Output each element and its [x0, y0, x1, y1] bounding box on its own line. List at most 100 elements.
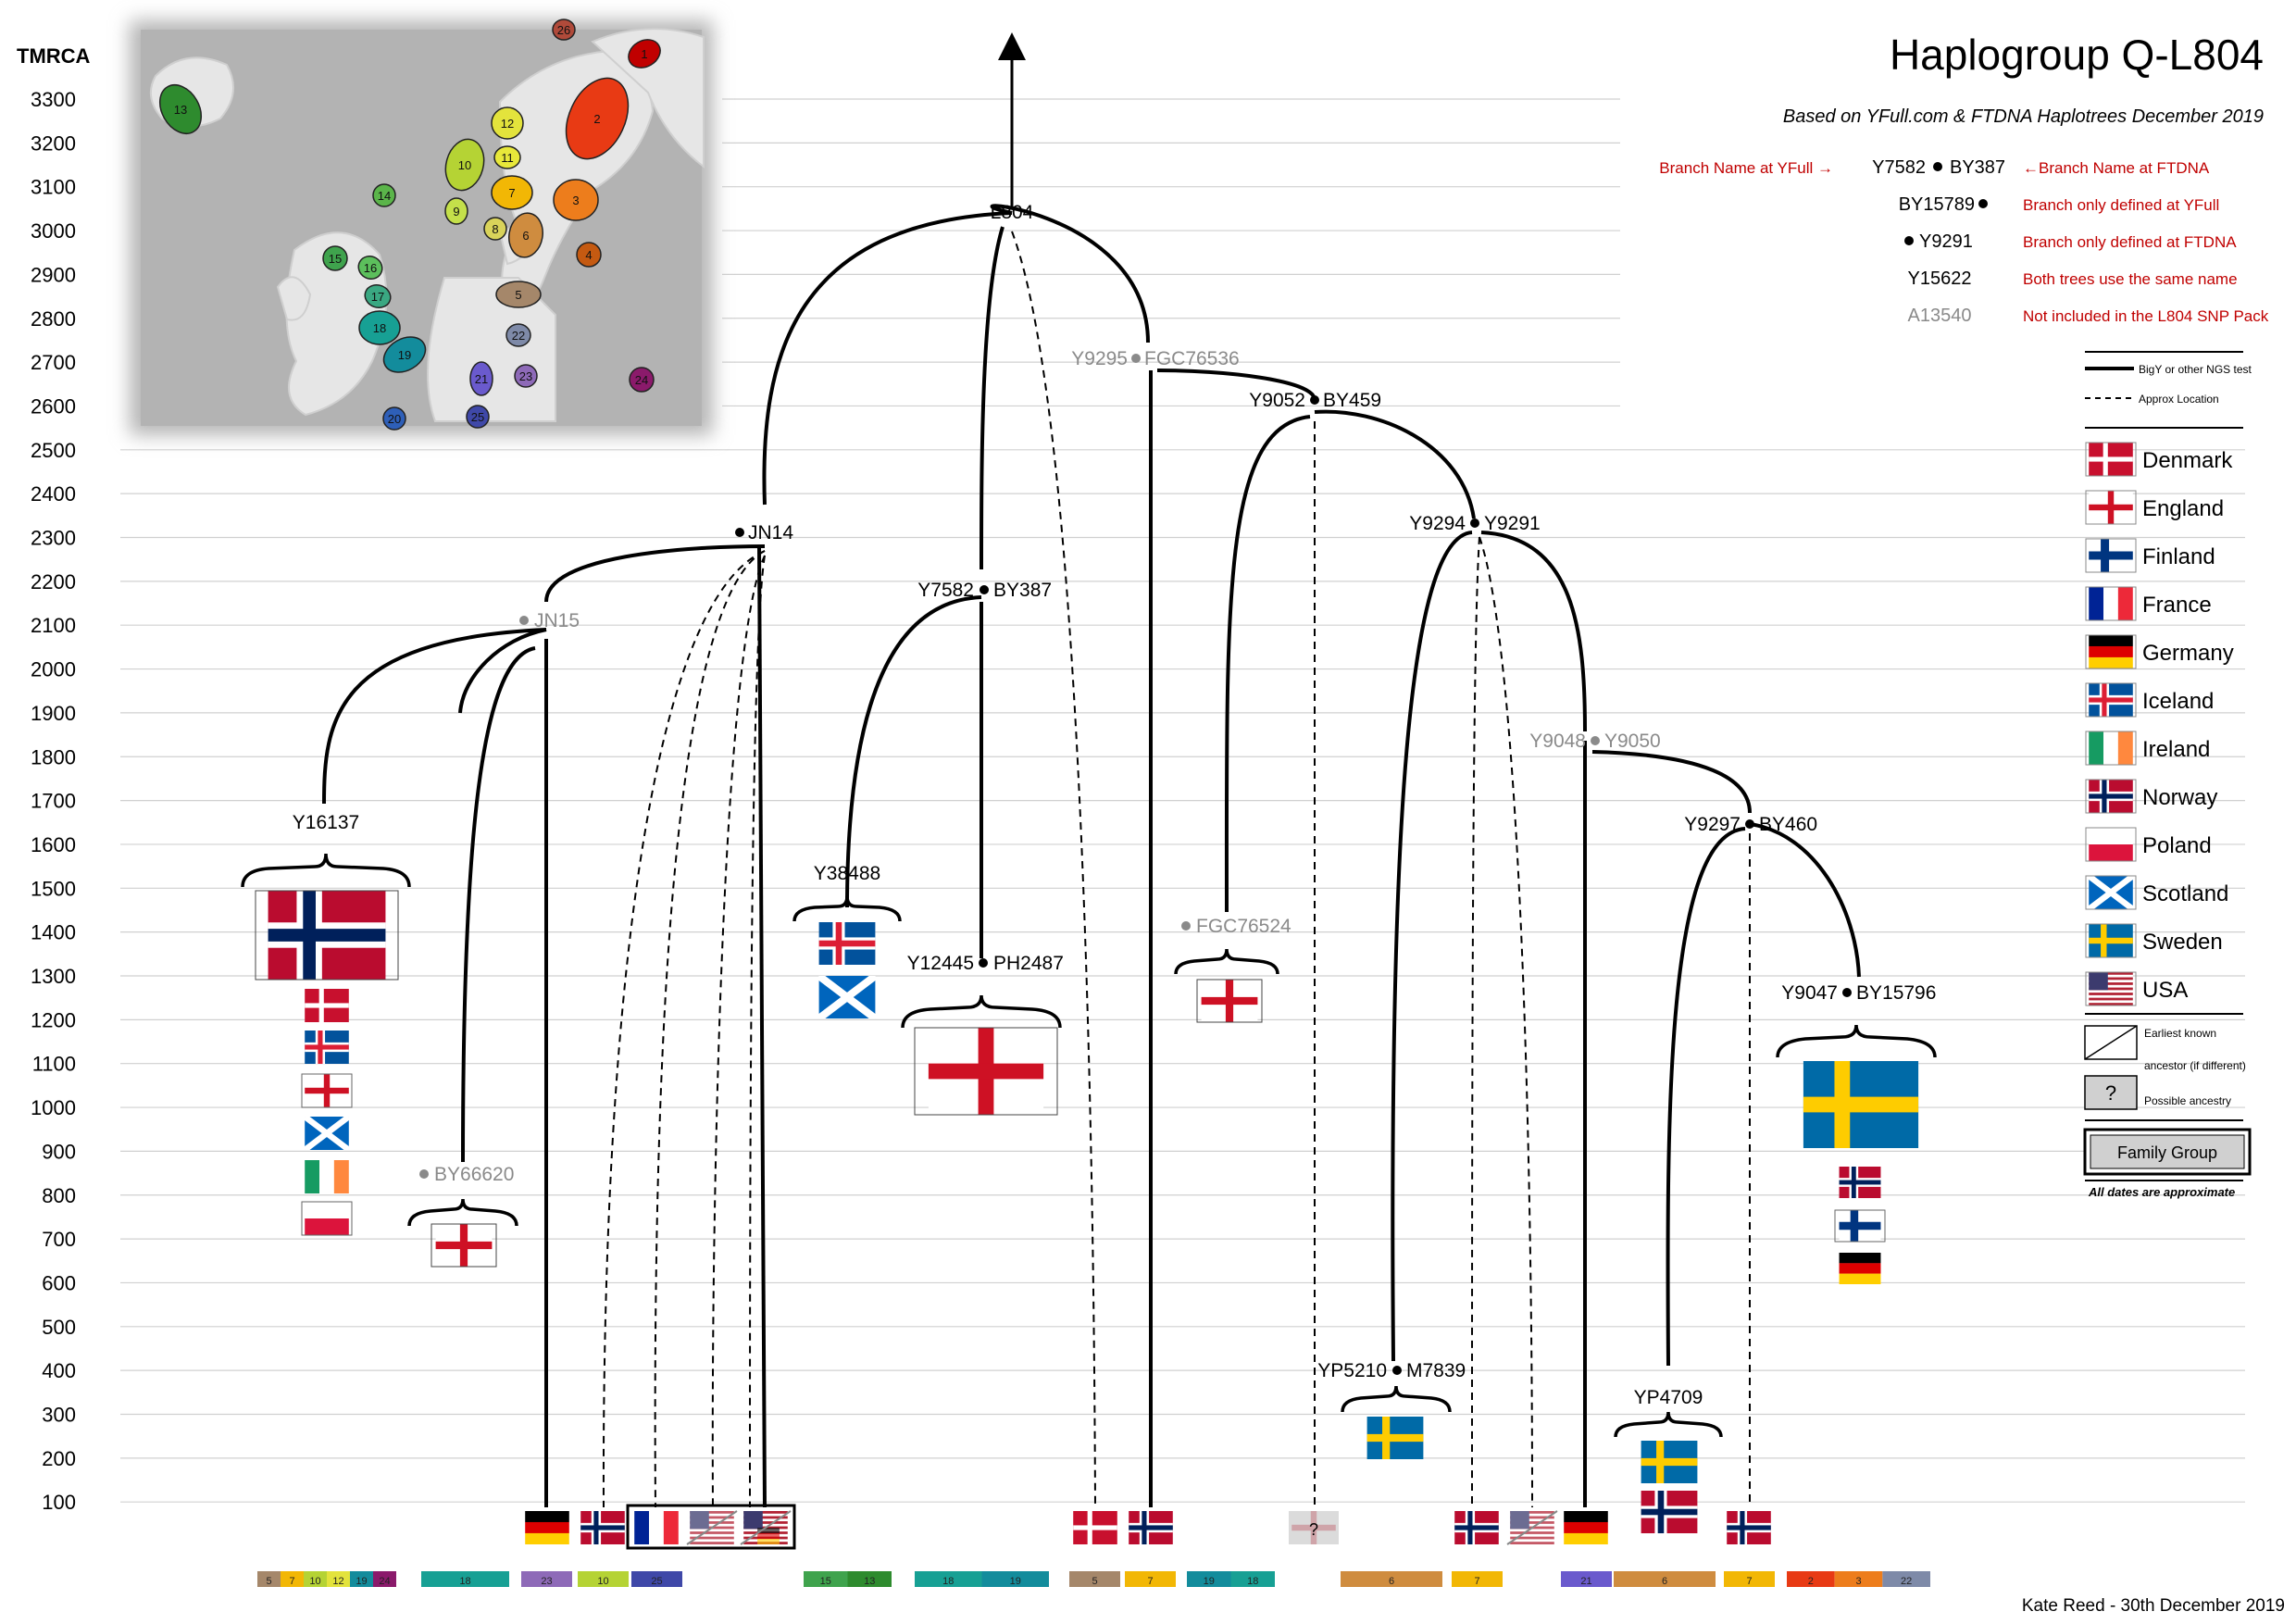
tmrca-tick-label: 100 [42, 1491, 76, 1514]
key-both-right: BY387 [1950, 157, 2005, 178]
flag-sweden-yp4709 [1641, 1441, 1698, 1483]
region-bar-label: 12 [332, 1576, 343, 1587]
map-region-11: 11 [493, 145, 521, 169]
region-bar-segment: 13 [847, 1571, 892, 1587]
key-dot [1978, 199, 1988, 208]
tmrca-tick-label: 2800 [31, 307, 76, 331]
possible-mark: ? [2105, 1081, 2116, 1105]
map-region-14: 14 [372, 183, 396, 207]
family-group-box [626, 1504, 796, 1550]
flag-england [305, 1074, 349, 1107]
tmrca-tick-label: 1000 [31, 1096, 76, 1119]
flag-germany [1564, 1511, 1608, 1544]
region-bar-segment: 18 [915, 1571, 982, 1587]
solid-line-desc: BigY or other NGS test [2139, 363, 2252, 376]
region-bar-label: 15 [820, 1576, 831, 1587]
region-bar-label: 19 [1204, 1576, 1215, 1587]
flag-ireland [305, 1160, 349, 1193]
legend-country-scotland: Scotland [2142, 881, 2228, 906]
tmrca-tick-label: 1200 [31, 1008, 76, 1031]
map-region-1: 1 [628, 39, 661, 69]
map-region-3: 3 [553, 179, 599, 221]
region-bar-label: 5 [266, 1576, 271, 1587]
flag-france [634, 1511, 679, 1544]
legend-flag-usa [2089, 972, 2133, 1006]
region-bar-segment: 12 [327, 1571, 350, 1587]
region-bar-label: 24 [379, 1576, 390, 1587]
legend-flag-scotland [2089, 876, 2133, 909]
map-region-label: 12 [501, 117, 514, 131]
region-bar-label: 18 [459, 1576, 470, 1587]
tmrca-tick-label: 1400 [31, 921, 76, 944]
map-region-label: 9 [453, 205, 459, 219]
key-yfull-only: BY15789 [1899, 194, 1975, 215]
node-y9052-left: Y9052 [1249, 390, 1305, 411]
region-bars: 5 7 10 12 19 24 18 23 10 25 15 13 18 19 5 7 19 18 6 7 21 6 7 2 3… [257, 1571, 1930, 1587]
tmrca-tick-label: 2200 [31, 570, 76, 593]
node-jn14: JN14 [748, 522, 793, 543]
tmrca-tick-label: 700 [42, 1228, 76, 1251]
node-labels: L804 Y9295 FGC76536 Y9052 BY459 JN14 JN1… [293, 202, 1937, 1408]
map-region-label: 2 [593, 112, 600, 126]
legend-country-denmark: Denmark [2142, 448, 2233, 473]
flag-norway [1839, 1167, 1881, 1198]
earliest-ancestor-sample [2084, 1025, 2138, 1060]
tmrca-tick-label: 1300 [31, 965, 76, 988]
node-y9047-right: BY15796 [1856, 982, 1936, 1004]
tmrca-tick-label: 3200 [31, 131, 76, 155]
dashed-line-desc: Approx Location [2139, 393, 2219, 406]
node-y16137: Y16137 [293, 812, 359, 833]
brace-yp4709 [1614, 1411, 1723, 1438]
map-region-6: 6 [508, 212, 543, 258]
region-bar-label: 22 [1901, 1576, 1912, 1587]
region-bar-segment: 22 [1882, 1571, 1930, 1587]
flag-sweden-y9047 [1803, 1061, 1919, 1148]
region-bar-segment: 7 [1724, 1571, 1775, 1587]
brace-fgc76524 [1174, 948, 1279, 975]
country-legend: Denmark England Finland France Germany Icelan… [2085, 442, 2234, 1006]
region-bar-segment: 6 [1614, 1571, 1716, 1587]
tmrca-tick-label: 3300 [31, 88, 76, 111]
map-region-17: 17 [364, 283, 392, 309]
flag-denmark [305, 989, 349, 1022]
map-region-label: 21 [475, 372, 488, 386]
flag-norway [1454, 1511, 1499, 1544]
map-region-5: 5 [495, 281, 542, 308]
page-title: Haplogroup Q-L804 [1890, 31, 2264, 79]
flag-norway [1129, 1511, 1173, 1544]
map-region-label: 17 [371, 290, 384, 304]
brace-y12445 [901, 994, 1062, 1029]
region-bar-segment: 15 [804, 1571, 848, 1587]
legend-country-iceland: Iceland [2142, 689, 2214, 714]
map-region-label: 26 [557, 23, 570, 37]
region-bar-label: 13 [864, 1576, 875, 1587]
region-bar-segment: 19 [981, 1571, 1049, 1587]
region-bar-segment: 21 [1561, 1571, 1612, 1587]
flag-germany [525, 1511, 569, 1544]
map-region-label: 13 [174, 103, 187, 117]
flag-norway-y16137 [268, 891, 386, 980]
legend-country-sweden: Sweden [2142, 930, 2223, 955]
legend-flag-iceland [2089, 683, 2133, 717]
legend-flag-ireland [2089, 731, 2133, 765]
map-region-label: 19 [398, 348, 411, 362]
flag-poland [305, 1202, 349, 1235]
map-region-13: 13 [158, 84, 203, 134]
legend-country-france: France [2142, 593, 2212, 618]
region-bar-label: 18 [1247, 1576, 1258, 1587]
node-dots [419, 354, 1852, 1375]
node-y12445-left: Y12445 [907, 953, 974, 974]
brace-y16137 [241, 853, 411, 888]
region-bar-label: 6 [1662, 1576, 1667, 1587]
map-region-label: 5 [515, 288, 521, 302]
tmrca-tick-label: 1600 [31, 833, 76, 856]
tmrca-tick-label: 2900 [31, 263, 76, 286]
region-bar-label: 10 [597, 1576, 608, 1587]
tmrca-tick-label: 500 [42, 1316, 76, 1339]
credit: Kate Reed - 30th December 2019 [2022, 1596, 2285, 1616]
key-yfull-only-desc: Branch only defined at YFull [2023, 196, 2219, 214]
map-region-18: 18 [358, 310, 401, 345]
region-bar-label: 23 [541, 1576, 552, 1587]
map-region-label: 7 [508, 186, 515, 200]
